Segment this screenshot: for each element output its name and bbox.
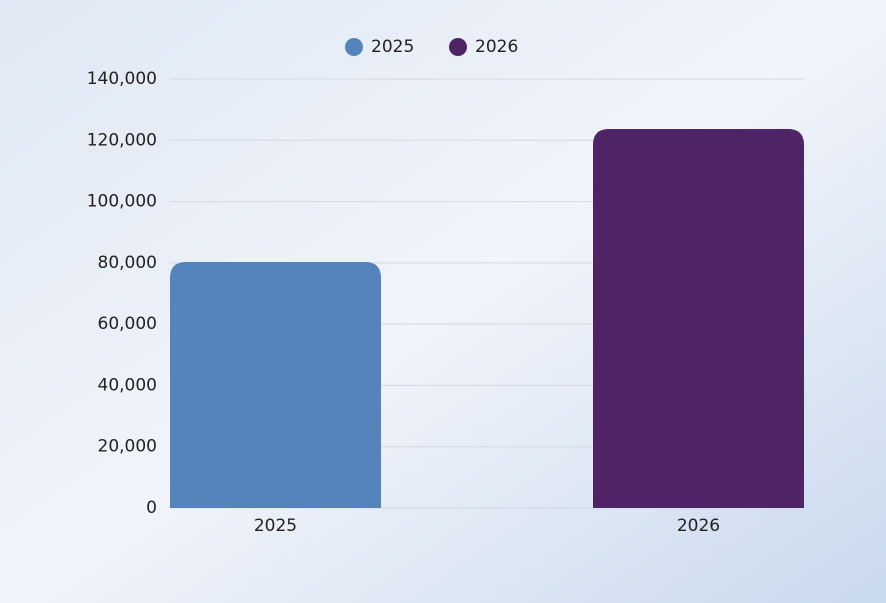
y-tick-label: 80,000 — [98, 253, 157, 273]
x-tick-label: 2025 — [254, 516, 297, 536]
y-tick-label: 60,000 — [98, 314, 157, 334]
legend-label: 2025 — [371, 37, 414, 57]
x-tick-label: 2026 — [677, 516, 720, 536]
bar — [593, 128, 804, 508]
y-tick-label: 120,000 — [87, 130, 157, 150]
bar — [170, 261, 381, 508]
legend-marker — [449, 38, 467, 56]
legend-label: 2026 — [475, 37, 518, 57]
y-tick-label: 40,000 — [98, 375, 157, 395]
y-tick-label: 0 — [146, 498, 157, 518]
y-tick-label: 20,000 — [98, 437, 157, 457]
y-tick-label: 100,000 — [87, 192, 157, 212]
legend-marker — [345, 38, 363, 56]
y-tick-label: 140,000 — [87, 69, 157, 89]
